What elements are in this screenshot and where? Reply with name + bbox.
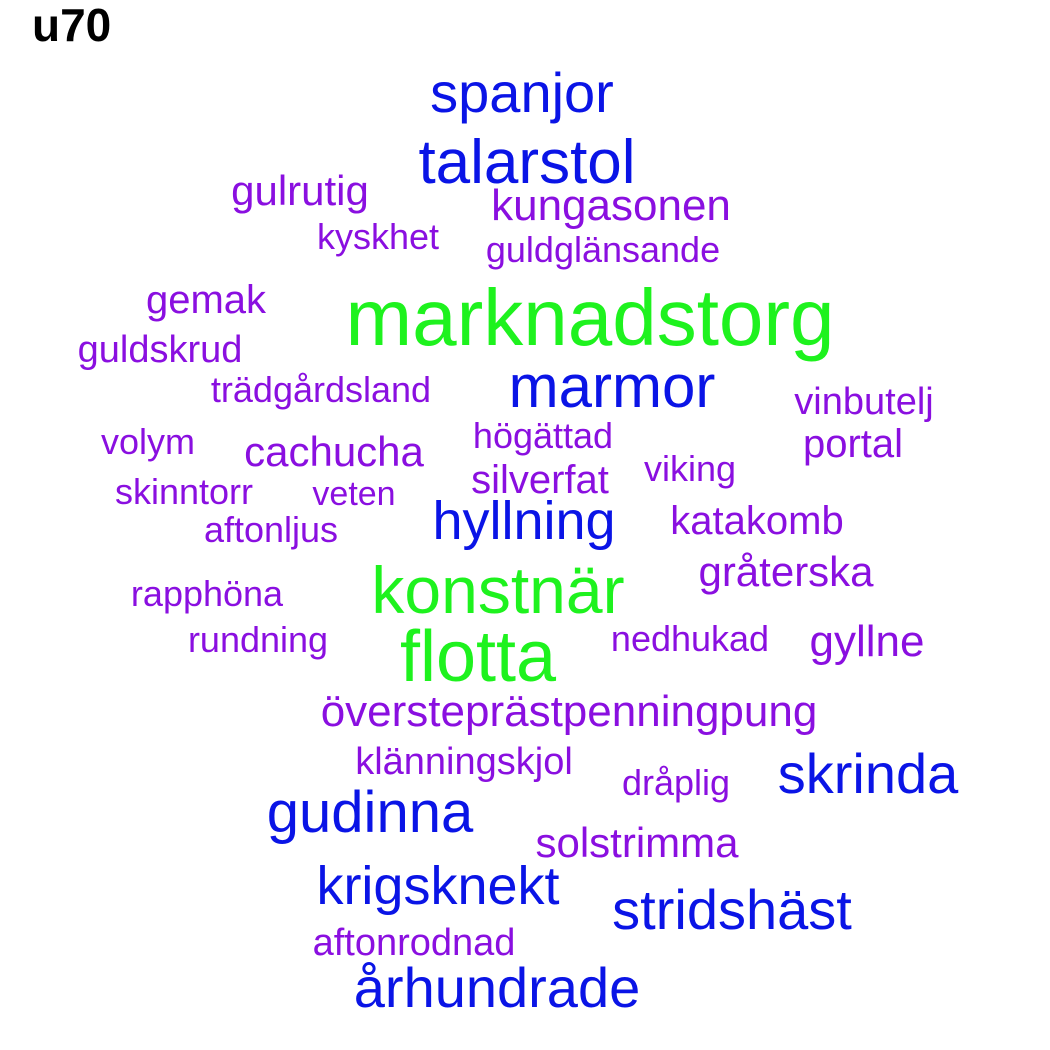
cloud-title: u70 (32, 0, 112, 51)
cloud-word: rundning (187, 619, 329, 660)
cloud-word: gyllne (809, 617, 925, 666)
cloud-word: högättad (472, 415, 614, 456)
cloud-word: volym (100, 421, 196, 462)
cloud-word: aftonljus (203, 509, 339, 550)
cloud-word: marmor (508, 353, 716, 420)
cloud-word: trädgårdsland (210, 369, 432, 410)
cloud-word: vinbutelj (794, 381, 934, 423)
cloud-word: guldskrud (77, 329, 243, 371)
cloud-word: översteprästpenningpung (320, 687, 818, 736)
cloud-word: hyllning (432, 491, 616, 551)
cloud-word: konstnär (371, 553, 625, 627)
cloud-word: flotta (399, 617, 557, 697)
cloud-word: talarstol (418, 128, 636, 197)
cloud-word: skrinda (777, 742, 959, 805)
cloud-word: spanjor (430, 61, 614, 124)
cloud-word: gemak (145, 278, 267, 322)
cloud-word: krigsknekt (316, 856, 560, 916)
cloud-word: kyskhet (316, 216, 440, 257)
cloud-word: cachucha (244, 428, 424, 475)
cloud-word: guldglänsande (485, 229, 721, 270)
cloud-word: aftonrodnad (312, 922, 516, 964)
cloud-word: nedhukad (610, 618, 770, 659)
cloud-word: kungasonen (491, 181, 731, 230)
cloud-word: portal (802, 422, 904, 466)
cloud-word: rapphöna (130, 573, 284, 614)
cloud-word: gråterska (698, 548, 874, 595)
cloud-word: viking (643, 448, 737, 489)
cloud-word: marknadstorg (345, 273, 835, 362)
cloud-word: klänningskjol (355, 741, 573, 783)
cloud-word: veten (312, 475, 396, 513)
cloud-word: gulrutig (231, 167, 369, 214)
cloud-word: gudinna (266, 780, 474, 845)
cloud-word: katakomb (670, 499, 844, 543)
cloud-word: dråplig (621, 762, 731, 803)
cloud-word: solstrimma (535, 819, 739, 866)
cloud-word: århundrade (353, 956, 641, 1019)
cloud-word: stridshäst (612, 878, 852, 941)
cloud-word: skinntorr (114, 471, 254, 512)
cloud-word: silverfat (471, 458, 609, 502)
